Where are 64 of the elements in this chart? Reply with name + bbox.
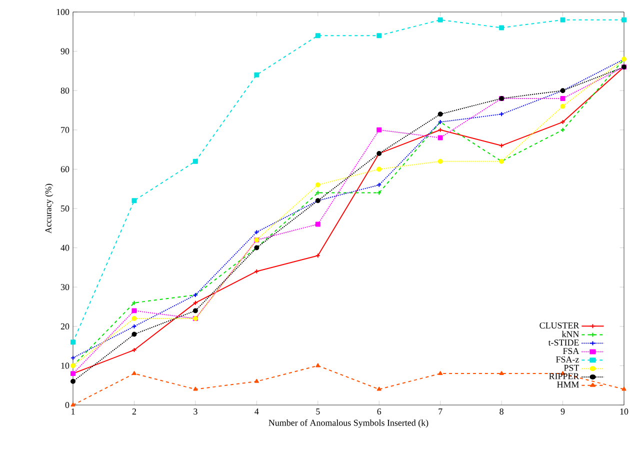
point xyxy=(376,33,382,38)
x-axis-title: Number of Anomalous Symbols Inserted (k) xyxy=(268,419,428,428)
legend-label: FSA-z xyxy=(556,356,579,362)
point xyxy=(499,371,504,376)
legend-label: HMM xyxy=(557,382,579,388)
point xyxy=(315,33,320,38)
point xyxy=(622,386,626,391)
y-tick-label: 40 xyxy=(60,244,70,251)
y-tick-label: 90 xyxy=(60,48,70,54)
point xyxy=(438,17,443,22)
y-tick-label: 70 xyxy=(61,126,70,133)
point xyxy=(438,112,443,117)
point xyxy=(192,158,198,164)
x-tick-label: 5 xyxy=(316,408,320,414)
y-tick-label: 60 xyxy=(60,166,70,172)
point xyxy=(376,386,382,391)
legend-label: CLUSTER xyxy=(540,322,580,328)
point xyxy=(70,378,76,384)
point xyxy=(560,17,566,22)
x-tick-label: 4 xyxy=(254,408,259,414)
y-axis-title: Accuracy (%) xyxy=(45,184,54,234)
x-tick-label: 10 xyxy=(620,408,628,415)
x-tick-label: 6 xyxy=(377,408,382,415)
y-tick-label: 0 xyxy=(65,402,70,408)
x-tick-label: 1 xyxy=(72,408,75,414)
point xyxy=(132,198,137,204)
point xyxy=(316,363,320,368)
y-tick-label: 20 xyxy=(60,323,70,330)
x-tick-label: 8 xyxy=(500,408,504,415)
point xyxy=(193,386,198,391)
point xyxy=(254,378,259,383)
point xyxy=(438,371,443,376)
legend-label: FSA xyxy=(563,348,580,354)
x-tick-label: 3 xyxy=(194,408,198,415)
point xyxy=(254,72,260,78)
point xyxy=(376,166,382,172)
point xyxy=(132,332,137,337)
y-tick-label: 80 xyxy=(60,88,70,94)
point xyxy=(438,158,443,164)
y-tick-label: 10 xyxy=(61,362,70,369)
legend-label: PST xyxy=(564,364,580,371)
point xyxy=(132,308,137,314)
point xyxy=(560,104,566,109)
point xyxy=(438,135,443,140)
point xyxy=(132,371,136,376)
x-tick-label: 7 xyxy=(438,408,442,414)
point xyxy=(132,316,137,322)
point xyxy=(70,340,76,345)
point xyxy=(560,96,566,101)
y-tick-label: 30 xyxy=(60,284,70,290)
legend-label: RIPPER xyxy=(549,373,580,380)
legend-label: t-STIDE xyxy=(548,340,579,346)
legend-label: kNN xyxy=(562,330,579,338)
y-tick-label: 100 xyxy=(56,8,70,16)
point xyxy=(192,308,198,314)
point xyxy=(315,222,320,227)
point xyxy=(376,127,382,132)
x-tick-label: 9 xyxy=(560,408,565,415)
x-tick-label: 2 xyxy=(132,408,136,414)
point xyxy=(622,17,626,22)
point xyxy=(70,402,76,406)
y-tick-label: 50 xyxy=(61,205,70,212)
point xyxy=(499,25,504,30)
point xyxy=(315,182,320,188)
